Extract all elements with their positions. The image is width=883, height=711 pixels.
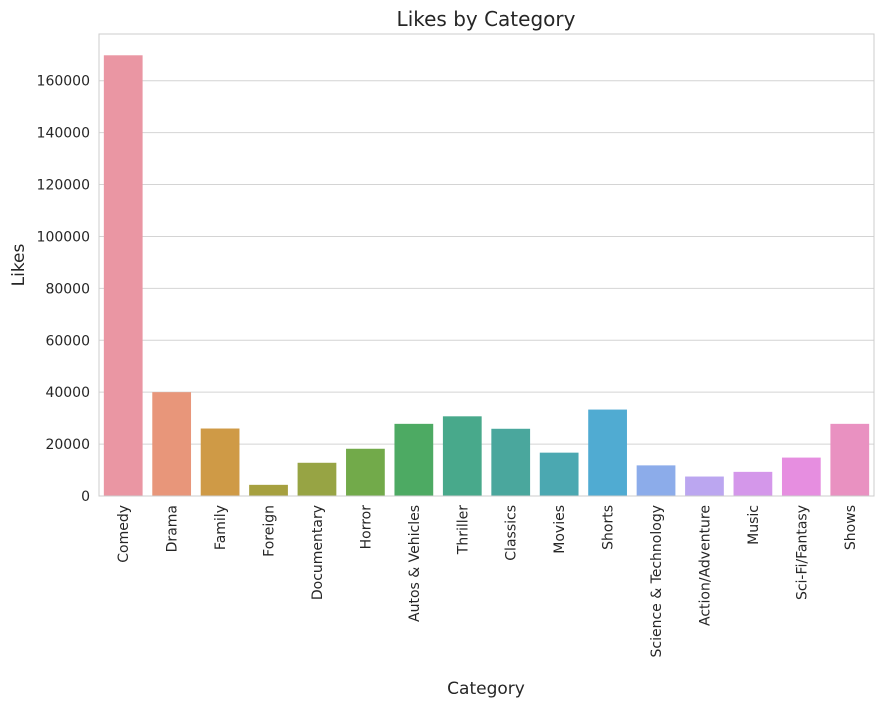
bar-science-technology <box>636 465 676 496</box>
x-tick-label: Documentary <box>310 505 326 600</box>
plot-area <box>99 34 874 496</box>
bar-family <box>200 428 240 496</box>
x-tick-label: Family <box>213 505 229 550</box>
x-tick-label: Horror <box>358 505 374 550</box>
x-tick-label: Movies <box>552 505 568 554</box>
x-tick-label: Science & Technology <box>649 505 665 658</box>
y-tick-label: 80000 <box>45 281 90 297</box>
bar-thriller <box>442 416 482 496</box>
y-tick-label: 0 <box>81 489 90 505</box>
y-tick-label: 120000 <box>37 178 90 194</box>
x-tick-label: Music <box>746 505 762 545</box>
y-axis-label: Likes <box>9 243 29 286</box>
x-tick-label: Shows <box>843 505 859 550</box>
y-axis-ticks: 0 20000 40000 60000 80000 100000 120000 140000 1… <box>37 74 90 505</box>
x-axis-ticks: Comedy Drama Family Foreign Documentary Horro… <box>116 505 859 658</box>
bar-action-adventure <box>685 476 724 496</box>
chart-title: Likes by Category <box>397 7 576 31</box>
bar-shows <box>830 423 870 496</box>
x-axis-label: Category <box>447 679 525 699</box>
y-tick-label: 40000 <box>45 385 90 401</box>
y-tick-label: 140000 <box>37 126 90 142</box>
bar-classics <box>491 428 531 496</box>
y-tick-label: 100000 <box>37 229 90 245</box>
bar-drama <box>152 392 192 496</box>
bar-documentary <box>297 462 337 496</box>
x-tick-label: Autos & Vehicles <box>407 505 423 622</box>
bar-comedy <box>103 55 143 497</box>
bars <box>103 55 870 497</box>
bar-movies <box>539 452 579 496</box>
x-tick-label: Shorts <box>601 505 617 550</box>
x-tick-label: Drama <box>165 505 181 552</box>
x-tick-label: Comedy <box>116 505 132 563</box>
y-tick-label: 20000 <box>45 437 90 453</box>
x-tick-label: Action/Adventure <box>697 505 713 626</box>
bar-autos-vehicles <box>394 423 434 496</box>
y-tick-label: 160000 <box>37 74 90 90</box>
bar-sci-fi-fantasy <box>781 457 821 496</box>
bar-horror <box>346 448 385 496</box>
x-tick-label: Sci-Fi/Fantasy <box>794 505 810 600</box>
x-tick-label: Classics <box>504 505 520 561</box>
bar-foreign <box>249 484 288 496</box>
bar-shorts <box>588 409 627 496</box>
y-tick-label: 60000 <box>45 333 90 349</box>
x-tick-label: Thriller <box>455 505 471 555</box>
x-tick-label: Foreign <box>262 505 278 557</box>
bar-music <box>733 471 773 496</box>
plot-frame <box>98 33 875 497</box>
